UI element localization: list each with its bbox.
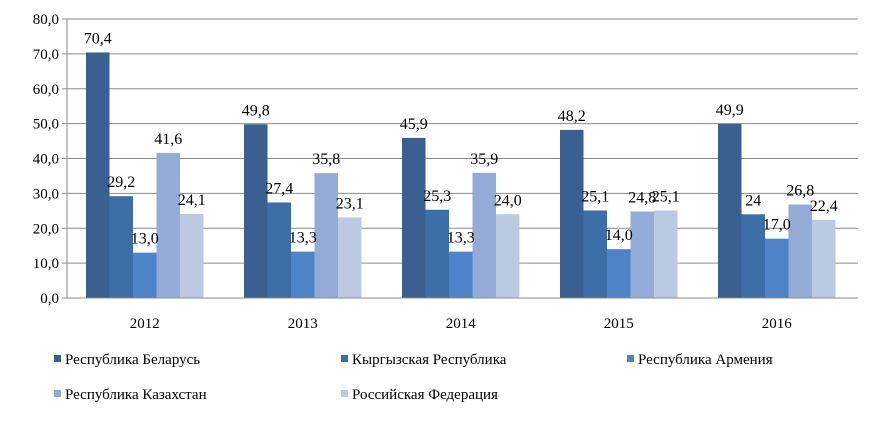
data-label: 24,8 bbox=[628, 190, 656, 207]
bar bbox=[180, 213, 204, 298]
data-label: 17,0 bbox=[763, 217, 791, 234]
y-tick-label: 10,0 bbox=[33, 256, 59, 272]
bar bbox=[338, 217, 362, 298]
data-label: 24 bbox=[745, 192, 761, 209]
bar bbox=[109, 196, 133, 298]
y-tick-label: 50,0 bbox=[33, 117, 59, 133]
y-tick-label: 30,0 bbox=[33, 186, 59, 202]
data-label: 35,8 bbox=[312, 151, 340, 168]
y-axis: 0,0 10,0 20,0 30,0 40,0 50,0 60,0 70,0 80,0 bbox=[33, 12, 68, 307]
x-tick-label: 2015 bbox=[604, 316, 634, 332]
x-tick-label: 2014 bbox=[446, 316, 477, 332]
data-label: 49,9 bbox=[716, 102, 744, 119]
data-label: 49,8 bbox=[242, 102, 270, 119]
data-label: 27,4 bbox=[265, 180, 293, 197]
data-label: 48,2 bbox=[558, 108, 586, 125]
bar bbox=[472, 172, 496, 298]
legend-label: Республика Беларусь bbox=[65, 352, 200, 368]
bar bbox=[291, 251, 315, 298]
bar bbox=[607, 249, 631, 298]
data-label: 24,0 bbox=[494, 192, 522, 209]
legend-swatch bbox=[54, 355, 61, 362]
bar bbox=[630, 211, 654, 298]
bar bbox=[741, 214, 765, 298]
bar bbox=[425, 209, 449, 298]
data-label: 26,8 bbox=[786, 183, 814, 200]
data-label: 13,3 bbox=[447, 230, 475, 247]
x-tick-label: 2012 bbox=[130, 316, 160, 332]
data-label: 25,1 bbox=[652, 188, 680, 205]
legend-label: Российская Федерация bbox=[352, 387, 498, 403]
bar bbox=[788, 204, 812, 298]
data-label: 14,0 bbox=[605, 227, 633, 244]
bars bbox=[86, 52, 836, 299]
bar bbox=[583, 210, 607, 298]
bar bbox=[560, 129, 584, 298]
legend-swatch bbox=[341, 390, 348, 397]
data-label: 25,3 bbox=[423, 188, 451, 205]
data-label: 23,1 bbox=[336, 195, 364, 212]
bar bbox=[133, 252, 157, 298]
data-label: 45,9 bbox=[400, 116, 428, 133]
data-label: 35,9 bbox=[470, 151, 498, 168]
x-axis: 2012 2013 2014 2015 2016 bbox=[67, 297, 858, 332]
bar bbox=[654, 210, 678, 298]
bar bbox=[812, 219, 836, 298]
data-label: 22,4 bbox=[810, 198, 838, 215]
data-label: 24,1 bbox=[178, 192, 206, 209]
y-tick-label: 40,0 bbox=[33, 152, 59, 168]
bar bbox=[156, 152, 180, 298]
bar bbox=[86, 52, 110, 299]
bar bbox=[718, 123, 742, 298]
legend-swatch bbox=[341, 355, 348, 362]
data-label: 13,0 bbox=[131, 231, 159, 248]
y-tick-label: 60,0 bbox=[33, 82, 59, 98]
data-label: 25,1 bbox=[581, 188, 609, 205]
bar bbox=[449, 251, 473, 298]
bar bbox=[244, 124, 268, 298]
x-tick-label: 2016 bbox=[762, 316, 793, 332]
legend-swatch bbox=[627, 355, 634, 362]
data-labels: 70,4 29,2 13,0 41,6 24,1 49,8 27,4 13,3 35,8 23,1… bbox=[84, 30, 838, 247]
legend-swatch bbox=[54, 390, 61, 397]
legend-label: Республика Армения bbox=[638, 352, 773, 368]
y-tick-label: 20,0 bbox=[33, 221, 59, 237]
legend-label: Республика Казахстан bbox=[65, 387, 207, 403]
y-tick-label: 80,0 bbox=[33, 12, 59, 28]
data-label: 13,3 bbox=[289, 230, 317, 247]
data-label: 41,6 bbox=[154, 131, 182, 148]
bar bbox=[496, 214, 520, 298]
legend: Республика Беларусь Кыргызская Республика… bbox=[54, 352, 773, 403]
data-label: 29,2 bbox=[107, 174, 135, 191]
bar bbox=[267, 202, 291, 298]
data-label: 70,4 bbox=[84, 30, 112, 47]
bar bbox=[765, 238, 789, 298]
y-tick-label: 0,0 bbox=[40, 291, 59, 307]
bar bbox=[314, 173, 338, 298]
x-tick-label: 2013 bbox=[288, 316, 318, 332]
bar bbox=[402, 137, 426, 298]
y-tick-label: 70,0 bbox=[33, 47, 59, 63]
legend-label: Кыргызская Республика bbox=[352, 352, 507, 368]
